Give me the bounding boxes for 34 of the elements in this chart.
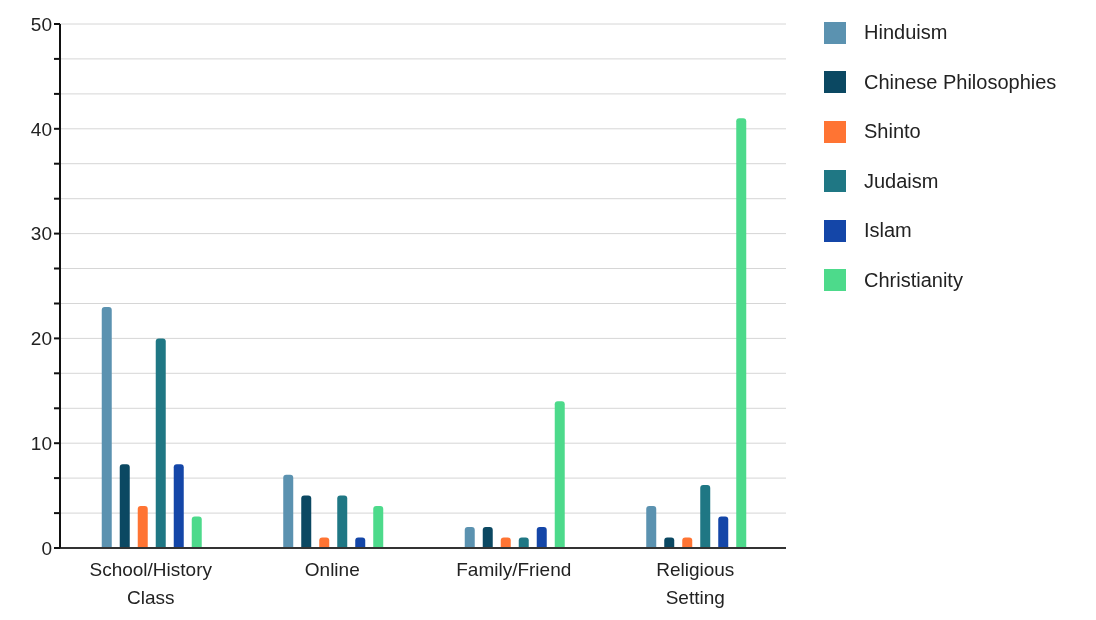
legend-label: Hinduism bbox=[863, 20, 949, 46]
bar bbox=[137, 506, 148, 548]
bar bbox=[482, 527, 493, 548]
legend-label: Judaism bbox=[863, 168, 940, 194]
legend-label: Shinto bbox=[863, 119, 922, 145]
bar bbox=[101, 306, 112, 548]
y-tick-label: 50 bbox=[30, 13, 52, 35]
bar bbox=[301, 495, 312, 548]
x-tick-label: School/History Class bbox=[89, 559, 213, 608]
bar bbox=[155, 338, 166, 548]
bar bbox=[464, 527, 475, 548]
y-tick-label: 40 bbox=[30, 118, 52, 140]
bar bbox=[373, 506, 384, 548]
y-tick-label: 10 bbox=[30, 432, 52, 454]
legend-label: Islam bbox=[863, 218, 913, 244]
y-tick-label: 0 bbox=[41, 537, 52, 559]
x-tick-label: Family/Friend bbox=[456, 559, 572, 580]
bar bbox=[700, 485, 711, 548]
y-tick-label: 30 bbox=[30, 223, 52, 245]
bar bbox=[554, 401, 565, 548]
bar bbox=[736, 118, 747, 548]
y-tick-label: 20 bbox=[30, 328, 52, 350]
bar bbox=[283, 474, 294, 548]
legend-label: Christianity bbox=[863, 267, 964, 293]
bar bbox=[119, 464, 130, 548]
legend-label: Chinese Philosophies bbox=[863, 69, 1057, 95]
x-tick-label: Online bbox=[304, 559, 360, 580]
bar bbox=[718, 516, 729, 548]
bar bbox=[191, 516, 202, 548]
bar bbox=[536, 527, 547, 548]
bar bbox=[337, 495, 348, 548]
x-tick-label: Religious Setting bbox=[656, 559, 735, 608]
bar bbox=[646, 506, 657, 548]
bar bbox=[173, 464, 184, 548]
